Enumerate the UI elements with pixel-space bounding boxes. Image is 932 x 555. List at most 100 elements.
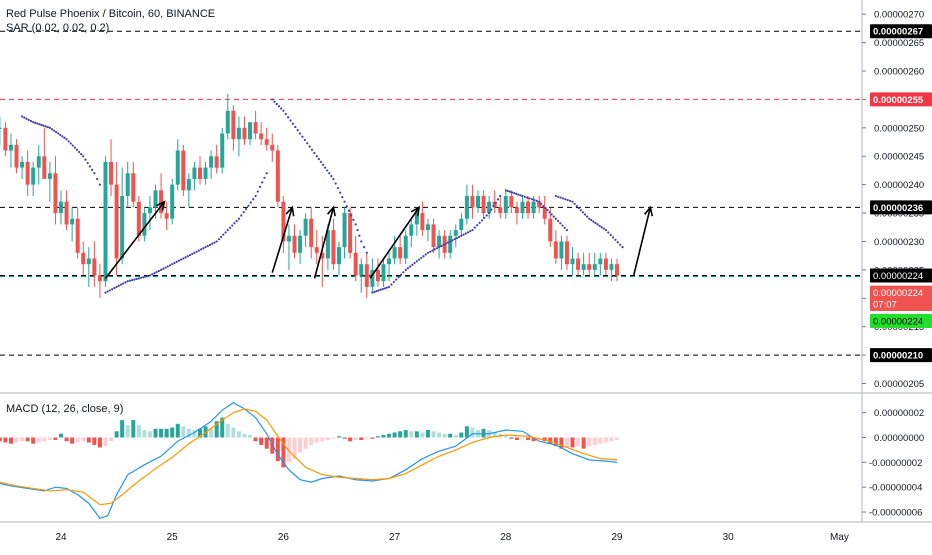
sar-dot <box>69 142 72 145</box>
sar-dot <box>202 247 205 250</box>
macd-histogram-bar <box>425 430 430 438</box>
macd-histogram-bar <box>36 437 41 443</box>
macd-histogram-bar <box>453 435 458 438</box>
candle-body <box>36 156 41 168</box>
sar-dot <box>146 275 149 278</box>
trend-arrow-line <box>271 207 294 273</box>
sar-dot <box>538 200 541 203</box>
macd-histogram-bar <box>14 437 19 443</box>
sar-dot <box>579 209 582 212</box>
candle-body <box>531 201 536 214</box>
macd-histogram-bar <box>309 437 314 445</box>
candle-body <box>175 150 180 185</box>
macd-histogram-bar <box>47 437 52 440</box>
sar-dot <box>308 145 311 148</box>
macd-histogram-bar <box>20 437 25 442</box>
candle-body <box>220 133 225 168</box>
candle-body <box>125 173 130 196</box>
sar-dot <box>20 115 24 118</box>
macd-series-line <box>0 408 618 506</box>
sar-dot <box>402 271 405 274</box>
price-tick-label: 0.00000265 <box>874 38 924 49</box>
sar-dot <box>157 269 160 273</box>
macd-histogram-bar <box>109 437 114 442</box>
sar-dot <box>546 209 549 212</box>
candle-body <box>131 173 136 202</box>
date-tick-label: 25 <box>167 532 179 543</box>
sar-dot <box>442 243 445 246</box>
sar-dot <box>119 283 123 286</box>
candle-body <box>526 201 531 214</box>
candle-body <box>153 190 158 208</box>
candle-body <box>403 235 408 259</box>
macd-histogram-bar <box>53 437 58 440</box>
macd-histogram-bar <box>592 437 597 445</box>
macd-histogram-bar <box>598 437 603 444</box>
candle-body <box>487 201 492 214</box>
sar-dot <box>535 199 538 202</box>
sar-dot <box>571 200 574 203</box>
date-tick-label: 30 <box>723 532 735 543</box>
sar-dot <box>446 241 450 244</box>
sar-dot <box>25 117 28 120</box>
macd-histogram-bar <box>314 437 319 443</box>
macd-histogram-bar <box>531 437 536 442</box>
sar-dot <box>188 253 192 257</box>
candle-body <box>198 167 202 179</box>
candle-body <box>298 235 303 253</box>
sar-dot <box>544 206 547 210</box>
macd-histogram-bar <box>131 420 136 438</box>
sar-dot <box>233 222 236 225</box>
sar-dot <box>34 121 37 124</box>
sar-dot <box>515 192 518 195</box>
sar-dot <box>75 148 79 151</box>
macd-histogram-bar <box>576 437 581 447</box>
sar-dot <box>609 233 612 237</box>
sar-dot <box>352 218 355 221</box>
candle-body <box>314 247 319 253</box>
sar-dot <box>208 243 212 246</box>
price-badge <box>870 296 932 311</box>
candle-body <box>253 122 258 134</box>
sar-dot <box>424 253 427 256</box>
macd-histogram-bar <box>181 426 186 438</box>
macd-histogram-bar <box>220 417 225 438</box>
sar-dot <box>254 194 257 198</box>
sar-dot <box>44 125 47 128</box>
sar-dot <box>598 224 601 227</box>
sar-dot <box>306 142 309 145</box>
macd-histogram-bar <box>164 428 169 438</box>
candle-body <box>0 127 2 129</box>
macd-series-line <box>0 401 618 519</box>
sar-dot <box>200 248 203 251</box>
sar-dot <box>144 275 147 278</box>
macd-histogram-bar <box>442 433 447 438</box>
sar-dot <box>261 181 264 184</box>
macd-histogram-bar <box>320 437 325 442</box>
macd-histogram-bar <box>437 432 442 438</box>
candle-body <box>364 264 369 287</box>
price-tick-label: 0.00000270 <box>874 10 924 21</box>
candle-body <box>42 156 47 179</box>
candle-body <box>203 167 208 179</box>
sar-dot <box>478 221 481 224</box>
macd-histogram-bar <box>125 425 130 438</box>
candle-body <box>20 161 25 168</box>
macd-histogram-bar <box>559 437 564 449</box>
sar-dot <box>226 228 229 232</box>
sar-dot <box>466 231 470 234</box>
candle-body <box>14 144 19 168</box>
sar-dot <box>404 268 407 271</box>
sar-dot <box>122 282 125 285</box>
candle-body <box>615 264 619 276</box>
sar-dot <box>135 277 138 281</box>
sar-dot <box>287 116 290 119</box>
candle-body <box>509 196 514 208</box>
sar-dot <box>373 290 376 293</box>
sar-dot <box>573 202 576 205</box>
macd-histogram-bar <box>509 437 514 439</box>
macd-histogram-bar <box>120 420 125 438</box>
candle-body <box>97 275 102 282</box>
